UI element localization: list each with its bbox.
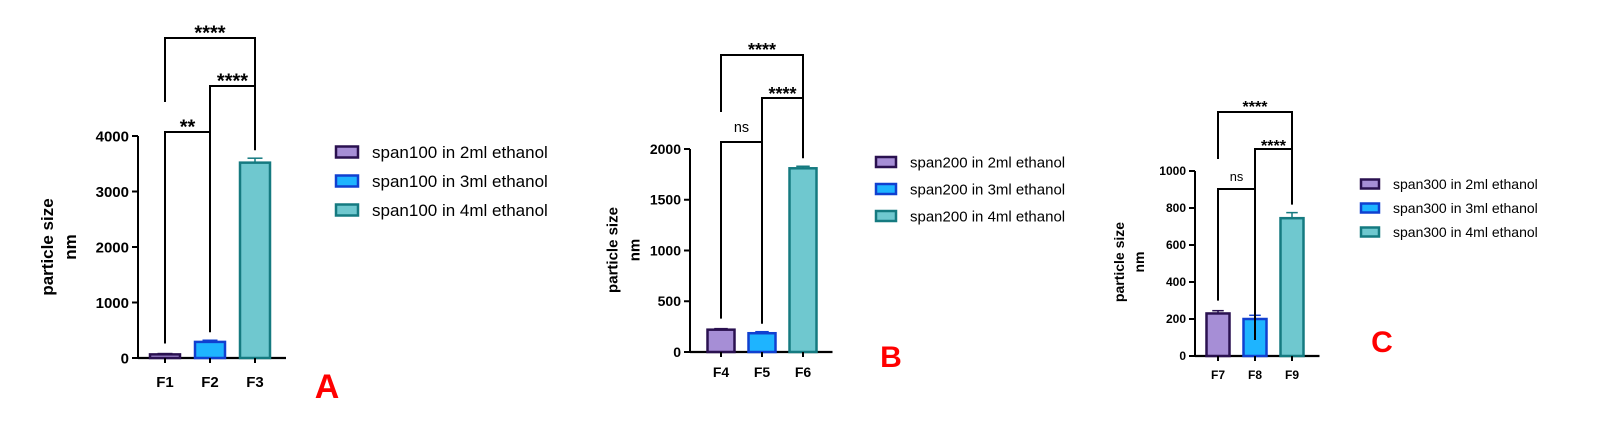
y-axis-label: nm: [626, 239, 643, 262]
legend-swatch: [334, 203, 360, 217]
legend-entry: span100 in 4ml ethanol: [372, 201, 548, 220]
x-tick-label: F5: [754, 364, 771, 380]
legend-swatch: [874, 209, 898, 223]
y-tick-label: 1000: [1159, 164, 1186, 178]
significance-bracket: [1254, 148, 1293, 340]
significance-bracket: [164, 37, 256, 102]
y-axis-label: nm: [61, 234, 80, 260]
significance-bracket: [209, 85, 256, 220]
y-tick-label: 400: [1166, 275, 1186, 289]
legend: span200 in 2ml ethanol span200 in 3ml eth…: [874, 154, 1065, 225]
y-tick-label: 1000: [650, 242, 681, 258]
bar: [747, 331, 777, 354]
legend-entry: span200 in 3ml ethanol: [910, 181, 1065, 198]
y-tick-label: 500: [658, 293, 682, 309]
bar: [238, 161, 272, 360]
legend-swatch: [334, 174, 360, 188]
significance-label: ****: [194, 23, 225, 45]
panel-letter: C: [1371, 326, 1393, 359]
y-axis-label: particle size: [38, 198, 57, 295]
x-tick-label: F6: [795, 364, 812, 380]
significance-label: ****: [768, 84, 796, 104]
y-tick-label: 3000: [96, 184, 129, 201]
legend-swatch: [1359, 226, 1381, 238]
significance-bracket: [761, 97, 804, 242]
panel-letter: A: [315, 368, 340, 406]
significance-label: ****: [1243, 99, 1269, 116]
x-tick-label: F4: [713, 364, 730, 380]
panel-letter: B: [880, 341, 902, 374]
legend-entry: span200 in 2ml ethanol: [910, 154, 1065, 171]
chart-panel-c: 0 200 400 600 800 1000 particle size nm F7 F8 F9 ns…: [1111, 99, 1538, 382]
x-tick-label: F1: [156, 374, 174, 391]
bar: [148, 353, 182, 360]
y-tick-label: 2000: [650, 141, 681, 157]
x-tick-label: F7: [1211, 368, 1225, 382]
legend-entry: span300 in 4ml ethanol: [1393, 224, 1538, 240]
bar: [193, 340, 227, 360]
significance-bracket: [720, 141, 763, 324]
bar: [1205, 312, 1231, 358]
significance-bracket: [1217, 111, 1293, 159]
y-axis-label: nm: [1131, 252, 1147, 273]
legend-swatch: [334, 145, 360, 159]
y-tick-label: 0: [673, 344, 681, 360]
significance-label: ****: [217, 71, 248, 93]
legend-entry: span100 in 2ml ethanol: [372, 143, 548, 162]
y-tick-label: 4000: [96, 128, 129, 145]
bar: [706, 328, 736, 354]
y-tick-label: 0: [1179, 349, 1186, 363]
y-tick-label: 0: [121, 350, 129, 367]
significance-bracket: [1217, 188, 1256, 308]
legend-swatch: [874, 155, 898, 169]
x-tick-label: F9: [1285, 368, 1299, 382]
x-tick-label: F2: [201, 374, 219, 391]
legend-entry: span100 in 3ml ethanol: [372, 172, 548, 191]
legend-swatch: [1359, 178, 1381, 190]
significance-label: **: [180, 117, 196, 139]
significance-label: ns: [734, 120, 749, 136]
y-tick-label: 2000: [96, 239, 129, 256]
y-axis-label: particle size: [1111, 222, 1127, 302]
legend-entry: span300 in 2ml ethanol: [1393, 176, 1538, 192]
significance-label: ns: [1230, 169, 1244, 184]
bar: [788, 167, 818, 354]
legend-entry: span200 in 4ml ethanol: [910, 208, 1065, 225]
y-tick-label: 200: [1166, 312, 1186, 326]
legend: span100 in 2ml ethanol span100 in 3ml eth…: [334, 143, 548, 220]
bar: [1279, 216, 1305, 358]
significance-label: ****: [1261, 138, 1287, 155]
legend-swatch: [1359, 202, 1381, 214]
legend-entry: span300 in 3ml ethanol: [1393, 200, 1538, 216]
significance-bracket: [720, 54, 804, 112]
chart-panel-b: 0 500 1000 1500 2000 particle size nm F4 F5 F6 ns *…: [604, 40, 1065, 380]
x-tick-label: F3: [246, 374, 264, 391]
y-axis-label: particle size: [604, 207, 621, 293]
y-tick-label: 600: [1166, 238, 1186, 252]
legend-swatch: [874, 182, 898, 196]
y-tick-label: 800: [1166, 201, 1186, 215]
significance-label: ****: [748, 40, 776, 60]
y-tick-label: 1500: [650, 192, 681, 208]
x-tick-label: F8: [1248, 368, 1262, 382]
significance-bracket: [164, 131, 211, 344]
chart-panel-a: 0 1000 2000 3000 4000 particle size nm F1 F2 F3 **…: [38, 23, 548, 406]
legend: span300 in 2ml ethanol span300 in 3ml eth…: [1359, 176, 1538, 240]
y-tick-label: 1000: [96, 295, 129, 312]
